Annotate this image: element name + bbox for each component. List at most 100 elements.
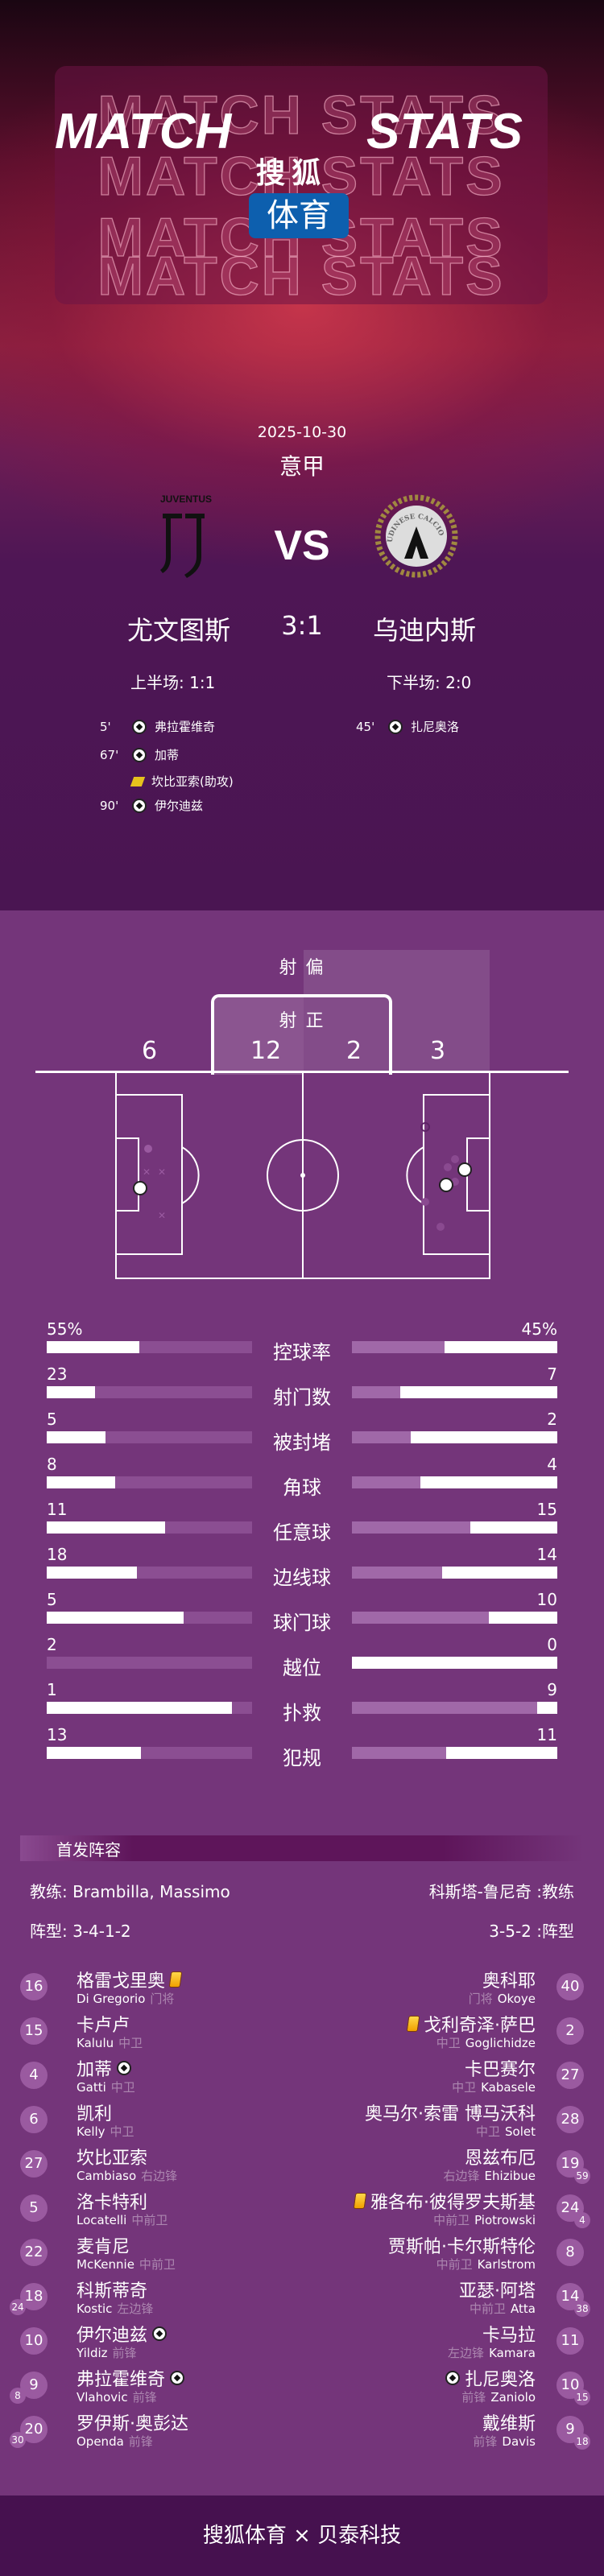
- player-english-name: Locatelli: [77, 2213, 127, 2227]
- player-name: 科斯蒂奇: [77, 2281, 148, 2301]
- away-stat-fill: [352, 1612, 489, 1624]
- player-row: 4 加蒂 Gatti 中卫: [0, 2055, 604, 2095]
- player-english-line: Yildiz 前锋: [77, 2344, 142, 2361]
- shot-map-pitch: ✕ ✕ ✕: [115, 1071, 490, 1279]
- player-english-name: Kostic: [77, 2301, 113, 2316]
- player-english-line: Cambiaso 右边锋: [77, 2167, 182, 2184]
- player-row: 2 戈利奇泽·萨巴 中卫 Goglichidze: [0, 2011, 604, 2051]
- shots-off-label: 射 偏: [279, 958, 325, 978]
- watermark-text: MATCH STATS: [97, 84, 505, 146]
- player-name-line: 奥马尔·索雷 博马沃科: [365, 2099, 536, 2125]
- player-english-line: 前锋 Zaniolo: [457, 2388, 536, 2405]
- away-stat-value: 10: [536, 1590, 557, 1609]
- goal-ball-icon: [132, 747, 147, 762]
- home-stat-fill: [231, 1702, 252, 1714]
- final-score: 3:1: [281, 610, 323, 641]
- event-player: 坎比亚索(助攻): [151, 774, 234, 789]
- player-position: 门将: [150, 1992, 175, 2006]
- player-name-line: 加蒂: [77, 2055, 132, 2081]
- player-english-name: Vlahovic: [77, 2390, 128, 2405]
- event-item: 坎比亚索(助攻): [100, 773, 234, 790]
- away-stat-bar: [352, 1521, 557, 1534]
- player-english-name: Davis: [502, 2434, 536, 2449]
- stat-label: 越位: [283, 1657, 321, 1679]
- player-name-line: 麦肯尼: [77, 2232, 130, 2258]
- player-row: 24 4 雅各布·彼得罗夫斯基 中前卫 Piotrowski: [0, 2188, 604, 2228]
- player-number: 5: [20, 2194, 48, 2222]
- event-item: 45' 扎尼奥洛: [356, 718, 459, 735]
- goal-ball-icon: [132, 798, 147, 813]
- yellow-card-icon: [353, 2193, 367, 2209]
- player-name: 弗拉霍维奇: [77, 2370, 166, 2390]
- player-english-name: Yildiz: [77, 2346, 108, 2360]
- juventus-logo: JUVENTUS: [158, 491, 214, 580]
- player-number: 22: [20, 2239, 48, 2266]
- shots-off-area: [304, 950, 490, 1072]
- home-stat-fill: [115, 1476, 252, 1488]
- footer-credit: 搜狐体育 × 贝泰科技: [0, 2496, 604, 2576]
- away-stat-bar: [352, 1747, 557, 1759]
- player-row: 10 15 扎尼奥洛 前锋 Zaniolo: [0, 2365, 604, 2405]
- goal-ball-icon: [388, 719, 403, 734]
- player-position: 右边锋: [141, 2169, 178, 2183]
- goal-ball-icon: [132, 719, 147, 734]
- player-english-line: 前锋 Davis: [468, 2433, 536, 2450]
- banner-title-left: MATCH: [55, 104, 232, 159]
- away-stat-fill: [352, 1476, 420, 1488]
- lineup-title: 首发阵容: [56, 1840, 121, 1860]
- player-number: 27: [556, 2062, 584, 2089]
- home-stat-fill: [136, 1567, 252, 1579]
- player-number: 2: [556, 2017, 584, 2045]
- home-stat-value: 2: [47, 1635, 57, 1654]
- away-stat-fill: [352, 1341, 445, 1353]
- player-position: 中前卫: [436, 2257, 473, 2272]
- substitution-number: 38: [574, 2301, 590, 2317]
- player-position: 门将: [468, 1992, 493, 2006]
- home-shots-on: 12: [250, 1037, 282, 1065]
- home-stat-value: 18: [47, 1545, 68, 1564]
- player-english-name: Kelly: [77, 2124, 105, 2139]
- player-english-line: Locatelli 中前卫: [77, 2211, 172, 2228]
- player-english-name: Kalulu: [77, 2036, 114, 2050]
- away-stat-bar: [352, 1657, 557, 1669]
- player-name: 扎尼奥洛: [464, 2370, 536, 2390]
- player-row: 5 洛卡特利 Locatelli 中前卫: [0, 2188, 604, 2228]
- away-stat-fill: [352, 1747, 446, 1759]
- player-row: 22 麦肯尼 McKennie 中前卫: [0, 2232, 604, 2273]
- player-row: 27 坎比亚索 Cambiaso 右边锋: [0, 2144, 604, 2184]
- svg-text:✕: ✕: [143, 1166, 151, 1178]
- player-name: 伊尔迪兹: [77, 2326, 148, 2346]
- player-english-line: Kelly 中卫: [77, 2123, 139, 2140]
- player-name-line: 伊尔迪兹: [77, 2321, 168, 2347]
- player-position: 中卫: [436, 2036, 461, 2050]
- goal-ball-icon: [117, 2061, 132, 2075]
- player-row: 15 卡卢卢 Kalulu 中卫: [0, 2011, 604, 2051]
- player-english-name: Karlstrom: [477, 2257, 536, 2272]
- away-stat-fill: [352, 1386, 400, 1398]
- away-stat-bar: [352, 1612, 557, 1624]
- player-position: 中卫: [110, 2124, 134, 2139]
- away-team-name: 乌迪内斯: [373, 615, 477, 646]
- home-stat-fill: [105, 1431, 252, 1443]
- player-position: 中前卫: [131, 2213, 168, 2227]
- player-row: 28 奥马尔·索雷 博马沃科 中卫 Solet: [0, 2099, 604, 2140]
- home-stat-value: 8: [47, 1455, 57, 1474]
- event-item: 90' 伊尔迪兹: [100, 797, 203, 814]
- player-row: 14 38 亚瑟·阿塔 中前卫 Atta: [0, 2277, 604, 2317]
- event-player: 伊尔迪兹: [155, 799, 204, 813]
- substitution-number: 59: [574, 2168, 590, 2184]
- player-name-line: 洛卡特利: [77, 2188, 147, 2214]
- home-team-name: 尤文图斯: [127, 615, 231, 646]
- away-stat-value: 14: [536, 1545, 557, 1564]
- svg-text:✕: ✕: [158, 1166, 166, 1178]
- home-stat-value: 55%: [47, 1319, 83, 1339]
- home-stat-bar: [47, 1567, 252, 1579]
- player-number: 40: [556, 1973, 584, 2000]
- banner-title-right: STATS: [366, 104, 523, 159]
- substitution-number: 8: [10, 2388, 26, 2404]
- player-name-line: 弗拉霍维奇: [77, 2365, 185, 2391]
- home-stat-bar: [47, 1612, 252, 1624]
- home-shots-off: 6: [142, 1037, 158, 1065]
- player-english-line: Gatti 中卫: [77, 2079, 140, 2095]
- player-name-line: 卡巴赛尔: [465, 2055, 536, 2081]
